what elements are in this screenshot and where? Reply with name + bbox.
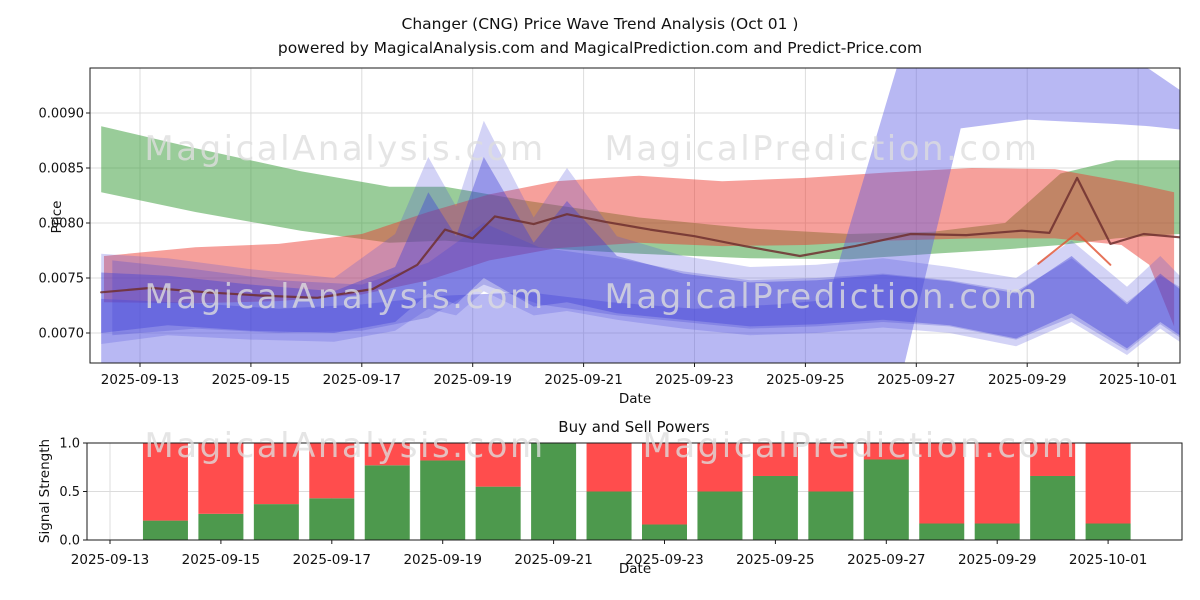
x-tick-label: 2025-09-21 (544, 372, 622, 388)
buy-power-bar (808, 491, 854, 540)
red-forecast-band (104, 168, 1175, 327)
buy-power-bar (1030, 475, 1076, 540)
buy-power-bar (253, 504, 299, 540)
y-tick-label: 0.0075 (39, 272, 85, 287)
buy-power-bar (974, 523, 1020, 540)
blue-wave-band-outer (101, 120, 1180, 355)
sell-power-bar (420, 443, 466, 461)
sell-power-bar (752, 443, 798, 476)
x-tick-label: 2025-09-21 (514, 552, 592, 568)
x-tick-label: 2025-09-25 (766, 372, 844, 388)
sell-power-bar (142, 443, 188, 521)
x-tick-label: 2025-09-13 (101, 372, 179, 388)
buy-power-bar (142, 520, 188, 540)
buy-power-bar (752, 475, 798, 540)
date-axis-label-bottom: Date (618, 561, 652, 577)
buy-power-bar (531, 443, 577, 540)
buy-power-bar (1085, 523, 1131, 540)
x-tick-label: 2025-10-01 (1069, 552, 1147, 568)
x-tick-label: 2025-09-19 (433, 372, 511, 388)
green-forecast-band (101, 126, 1180, 260)
band-layer (100, 68, 1180, 363)
buy-power-bar (919, 523, 965, 540)
x-tick-label: 2025-09-29 (958, 552, 1036, 568)
big-blue-jump-band (101, 68, 1180, 363)
buy-power-bar (475, 486, 521, 540)
x-tick-label: 2025-09-13 (71, 552, 149, 568)
buy-power-bar (586, 491, 632, 540)
x-tick-label: 2025-09-25 (736, 552, 814, 568)
x-tick-label: 2025-09-15 (182, 552, 260, 568)
sell-power-bar (1085, 443, 1131, 524)
buy-sell-chart: 2025-09-13 2025-09-15 2025-09-17 2025-09-19… (59, 437, 1183, 568)
y-tick-label: 0.0070 (39, 327, 85, 342)
price-axis-label: Price (49, 200, 65, 234)
blue-wave-band-inner (101, 157, 1180, 349)
signal-strength-axis-label: Signal Strength (37, 438, 53, 544)
y-tick-label: 0.0080 (39, 217, 85, 232)
price-trend-chart: 2025-09-13 2025-09-15 2025-09-17 2025-09-19… (39, 67, 1181, 388)
buy-power-bar (697, 491, 743, 540)
sell-power-bar (364, 443, 410, 466)
x-tick-label: 2025-09-15 (212, 372, 290, 388)
x-tick-label: 2025-10-01 (1099, 372, 1177, 388)
date-axis-label-top: Date (618, 391, 652, 407)
y-tick-label: 1.0 (59, 437, 80, 452)
sell-power-bar (808, 443, 854, 492)
sell-power-bar (586, 443, 632, 492)
signal-spike-line (1037, 231, 1112, 266)
blue-wave-band-left (112, 223, 1180, 351)
x-tick-label: 2025-09-29 (988, 372, 1066, 388)
x-tick-label: 2025-09-19 (403, 552, 481, 568)
buy-power-bar (863, 459, 909, 540)
sell-power-bar (919, 443, 965, 524)
page-subtitle: powered by MagicalAnalysis.com and Magic… (277, 38, 923, 57)
x-tick-label: 2025-09-17 (293, 552, 371, 568)
buy-power-bar (364, 465, 410, 540)
sell-power-bar (309, 443, 355, 499)
sell-power-bar (198, 443, 244, 514)
sell-power-bar (475, 443, 521, 487)
sell-power-bar (697, 443, 743, 492)
sell-power-bar (1030, 443, 1076, 476)
x-tick-label: 2025-09-27 (877, 372, 955, 388)
page-title: Changer (CNG) Price Wave Trend Analysis … (401, 15, 799, 33)
x-tick-label: 2025-09-27 (847, 552, 925, 568)
sell-power-bar (253, 443, 299, 505)
buy-power-bar (420, 460, 466, 540)
buy-power-bar (198, 513, 244, 540)
plot-frame (89, 67, 1181, 364)
price-trend-line (100, 176, 1180, 299)
x-tick-label: 2025-09-23 (625, 552, 703, 568)
sell-power-bar (863, 443, 909, 460)
figure-title-block: Changer (CNG) Price Wave Trend Analysis … (0, 13, 1200, 60)
y-tick-label: 0.5 (59, 485, 80, 500)
sell-power-bar (642, 443, 687, 525)
sell-power-bar (974, 443, 1020, 524)
buy-power-bar (642, 524, 687, 540)
y-tick-label: 0.0090 (39, 107, 85, 122)
x-tick-label: 2025-09-23 (655, 372, 733, 388)
buy-power-bar (309, 498, 355, 540)
bottom-chart-title: Buy and Sell Powers (558, 418, 710, 436)
y-tick-label: 0.0085 (39, 162, 85, 177)
y-tick-label: 0.0 (59, 534, 80, 549)
x-tick-label: 2025-09-17 (323, 372, 401, 388)
